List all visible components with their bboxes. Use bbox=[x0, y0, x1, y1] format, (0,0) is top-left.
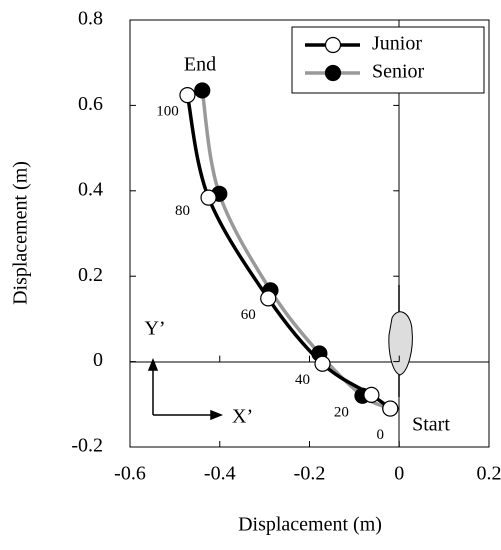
y-tick-label: 0 bbox=[93, 349, 103, 371]
start-label: Start bbox=[412, 414, 450, 436]
legend-label: Senior bbox=[372, 61, 425, 83]
marker bbox=[179, 87, 196, 104]
y-tick-label: -0.2 bbox=[71, 435, 103, 457]
point-label: 40 bbox=[295, 372, 310, 388]
local-y-label: Y’ bbox=[144, 318, 165, 340]
y-arrowhead bbox=[147, 357, 159, 371]
x-tick-label: 0.2 bbox=[477, 463, 501, 485]
marker bbox=[194, 82, 211, 99]
y-axis-title: Displacement (m) bbox=[10, 161, 32, 305]
foot-icon bbox=[388, 311, 413, 376]
marker bbox=[314, 355, 331, 372]
legend-box bbox=[291, 26, 485, 94]
point-label: 80 bbox=[175, 203, 190, 219]
x-arrowhead bbox=[210, 409, 224, 421]
marker bbox=[363, 386, 380, 404]
y-tick-label: 0.2 bbox=[78, 264, 103, 286]
series-line bbox=[200, 90, 392, 411]
x-tick-label: -0.6 bbox=[114, 463, 146, 485]
end-label: End bbox=[184, 54, 216, 76]
local-axes bbox=[147, 357, 224, 421]
x-tick-label: -0.2 bbox=[294, 463, 326, 485]
x-tick-label: -0.4 bbox=[204, 463, 236, 485]
marker bbox=[382, 400, 399, 417]
legend-marker bbox=[324, 36, 342, 54]
x-tick-label: 0 bbox=[394, 463, 404, 485]
marker bbox=[200, 189, 217, 206]
y-tick-label: 0.8 bbox=[78, 8, 103, 30]
y-tick-label: 0.6 bbox=[78, 93, 103, 115]
x-axis-title: Displacement (m) bbox=[238, 514, 382, 536]
point-label: 60 bbox=[241, 307, 256, 323]
legend-marker bbox=[324, 64, 342, 82]
marker bbox=[260, 290, 277, 307]
point-label: 20 bbox=[334, 404, 349, 420]
point-label: 100 bbox=[156, 104, 179, 120]
y-tick-label: 0.4 bbox=[78, 178, 103, 200]
local-x-label: X’ bbox=[232, 406, 253, 428]
legend-label: Junior bbox=[372, 33, 422, 55]
point-label: 0 bbox=[377, 427, 385, 443]
